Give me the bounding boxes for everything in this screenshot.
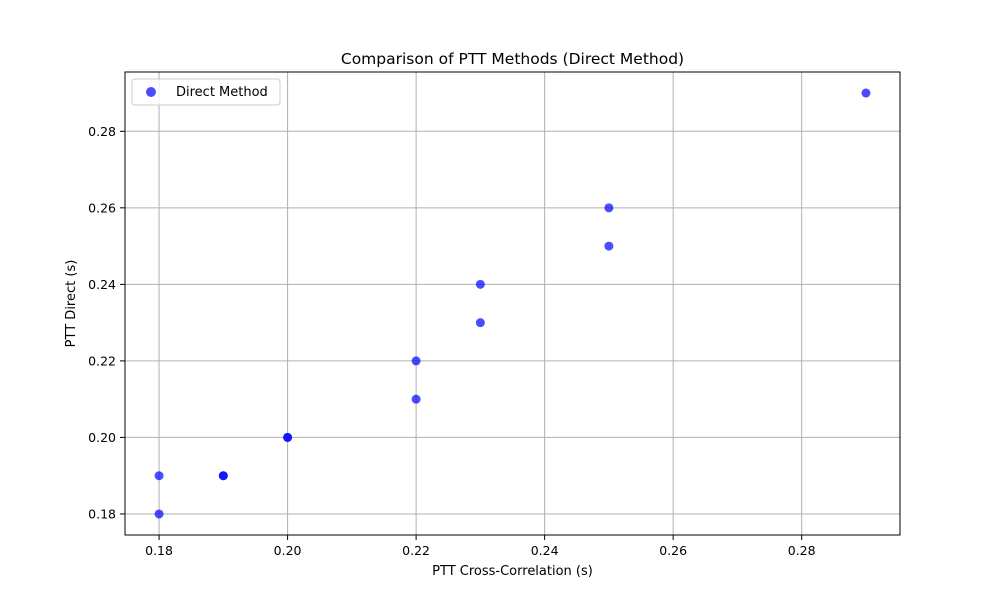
y-tick-label: 0.28 (88, 124, 116, 139)
x-tick-label: 0.26 (659, 543, 687, 558)
x-axis-label: PTT Cross-Correlation (s) (432, 564, 593, 579)
data-point (475, 279, 485, 289)
x-tick-label: 0.18 (145, 543, 173, 558)
x-tick-label: 0.24 (531, 543, 559, 558)
plot-frame (124, 71, 901, 536)
y-tick-label: 0.18 (88, 506, 116, 521)
x-tick-label: 0.22 (402, 543, 430, 558)
data-point (604, 241, 614, 251)
data-point (411, 356, 421, 366)
legend-box (131, 78, 281, 106)
data-point (475, 318, 485, 328)
y-axis-ticks: 0.18 0.20 0.22 0.24 0.26 0.28 (88, 124, 125, 521)
y-tick-label: 0.24 (88, 277, 116, 292)
data-point (861, 88, 871, 98)
data-points (154, 88, 871, 519)
legend-marker (146, 87, 156, 97)
y-tick-label: 0.22 (88, 353, 116, 368)
y-tick-label: 0.26 (88, 200, 116, 215)
x-tick-label: 0.28 (788, 543, 816, 558)
legend-label: Direct Method (176, 85, 268, 100)
data-point (283, 432, 293, 442)
data-point (411, 394, 421, 404)
chart-title: Comparison of PTT Methods (Direct Method… (341, 50, 684, 68)
data-point (154, 509, 164, 519)
data-point (154, 471, 164, 481)
x-tick-label: 0.20 (274, 543, 302, 558)
data-point (604, 203, 614, 213)
data-point (218, 471, 228, 481)
legend: Direct Method (131, 78, 281, 106)
grid (125, 72, 900, 535)
y-tick-label: 0.20 (88, 430, 116, 445)
x-axis-ticks: 0.18 0.20 0.22 0.24 0.26 0.28 (145, 535, 816, 558)
y-axis-label: PTT Direct (s) (64, 260, 79, 348)
